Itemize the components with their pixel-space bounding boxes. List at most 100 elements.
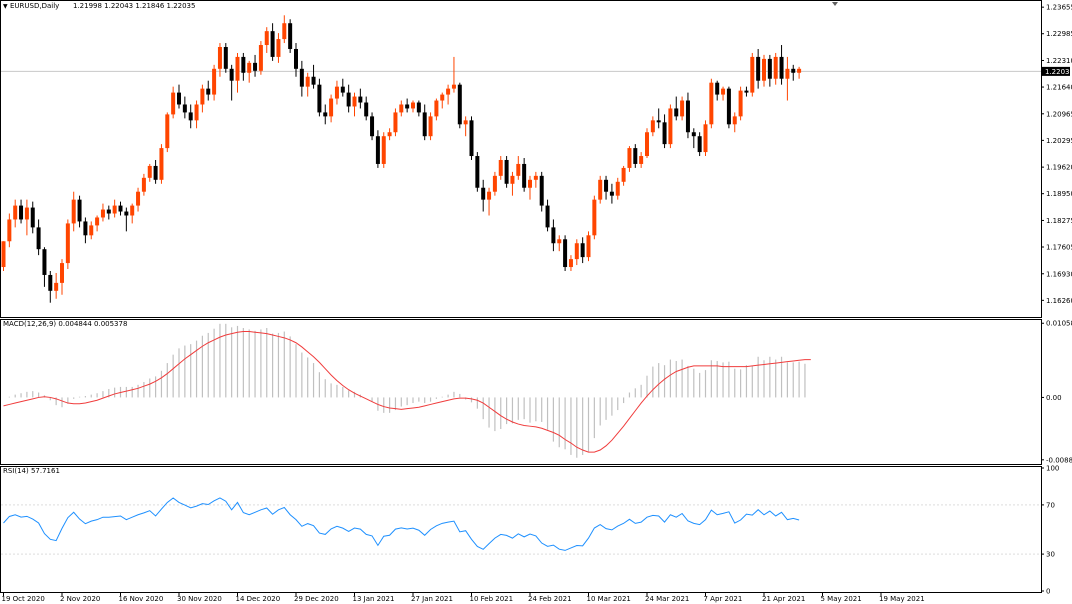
candle[interactable] [533, 171, 538, 188]
candle[interactable] [352, 92, 357, 117]
candle[interactable] [498, 156, 503, 180]
candle[interactable] [662, 114, 667, 149]
candle[interactable] [48, 270, 53, 303]
candle[interactable] [580, 237, 585, 264]
candle[interactable] [627, 146, 632, 172]
candle[interactable] [194, 100, 199, 129]
candle[interactable] [440, 92, 445, 109]
candle[interactable] [24, 199, 29, 236]
candle[interactable] [539, 171, 544, 212]
candle[interactable] [411, 100, 415, 113]
candle[interactable] [317, 78, 322, 117]
candle[interactable] [182, 96, 187, 119]
candle[interactable] [258, 41, 263, 75]
candle[interactable] [229, 64, 234, 101]
candle[interactable] [598, 175, 603, 204]
candle[interactable] [118, 201, 123, 216]
candle[interactable] [475, 152, 480, 192]
candle[interactable] [77, 195, 82, 228]
candle[interactable] [604, 175, 609, 200]
candle[interactable] [340, 78, 345, 97]
candle[interactable] [165, 112, 170, 153]
candle[interactable] [106, 205, 111, 220]
candle[interactable] [709, 78, 714, 129]
candle[interactable] [159, 144, 164, 184]
candle[interactable] [334, 80, 339, 105]
candle[interactable] [294, 43, 298, 77]
candle[interactable] [253, 54, 258, 77]
candle[interactable] [685, 92, 690, 139]
candle[interactable] [767, 54, 772, 87]
candle[interactable] [42, 247, 47, 287]
candle[interactable] [305, 72, 310, 97]
candle[interactable] [545, 199, 550, 232]
candle[interactable] [481, 179, 486, 212]
candle[interactable] [136, 187, 141, 212]
candle[interactable] [773, 52, 778, 85]
candle[interactable] [621, 165, 626, 186]
candle[interactable] [422, 104, 427, 141]
candle[interactable] [276, 33, 281, 63]
candle[interactable] [112, 199, 117, 218]
candle[interactable] [393, 108, 398, 137]
candle[interactable] [697, 132, 702, 157]
candle[interactable] [487, 187, 492, 216]
candle[interactable] [124, 207, 129, 232]
candle[interactable] [446, 84, 451, 105]
candle[interactable] [469, 116, 474, 160]
candle[interactable] [451, 56, 456, 93]
candle[interactable] [206, 80, 211, 101]
candle[interactable] [95, 215, 100, 232]
candle[interactable] [721, 86, 726, 101]
candle[interactable] [592, 195, 597, 240]
candle[interactable] [217, 43, 222, 77]
candle[interactable] [358, 88, 363, 109]
candle[interactable] [399, 100, 404, 117]
candle[interactable] [282, 15, 287, 44]
candle[interactable] [36, 219, 41, 256]
candle[interactable] [323, 104, 328, 125]
candle[interactable] [188, 104, 193, 129]
candle[interactable] [416, 100, 421, 117]
candle[interactable] [639, 152, 644, 168]
candle[interactable] [645, 128, 649, 159]
candle[interactable] [100, 203, 105, 222]
candle[interactable] [141, 173, 146, 196]
candle[interactable] [65, 219, 70, 270]
candle[interactable] [147, 163, 152, 182]
candle[interactable] [329, 94, 334, 123]
candle[interactable] [615, 177, 620, 200]
candle[interactable] [574, 239, 579, 266]
candle[interactable] [551, 219, 556, 252]
candle[interactable] [299, 60, 304, 97]
candle[interactable] [510, 171, 515, 196]
candle[interactable] [1, 241, 6, 271]
candle[interactable] [785, 56, 790, 101]
candle[interactable] [83, 217, 88, 244]
candle[interactable] [130, 203, 135, 224]
candle[interactable] [738, 86, 743, 121]
candle[interactable] [744, 86, 749, 97]
candle[interactable] [19, 199, 24, 224]
candle[interactable] [177, 84, 181, 109]
candle[interactable] [428, 112, 433, 141]
candle[interactable] [563, 235, 568, 271]
candle[interactable] [516, 156, 521, 180]
shift-marker-icon[interactable] [832, 2, 838, 6]
candle[interactable] [241, 52, 246, 81]
candle[interactable] [691, 128, 696, 149]
rsi-pane[interactable] [0, 466, 1042, 593]
candle[interactable] [405, 98, 410, 113]
candle[interactable] [60, 259, 64, 295]
candle[interactable] [756, 48, 761, 89]
candle[interactable] [311, 64, 316, 89]
candle[interactable] [609, 183, 614, 204]
candle[interactable] [370, 112, 375, 141]
candle[interactable] [212, 64, 217, 101]
candle[interactable] [7, 213, 12, 248]
candle[interactable] [656, 108, 661, 129]
candle[interactable] [71, 191, 76, 232]
candle[interactable] [522, 158, 527, 192]
candle[interactable] [528, 175, 532, 200]
